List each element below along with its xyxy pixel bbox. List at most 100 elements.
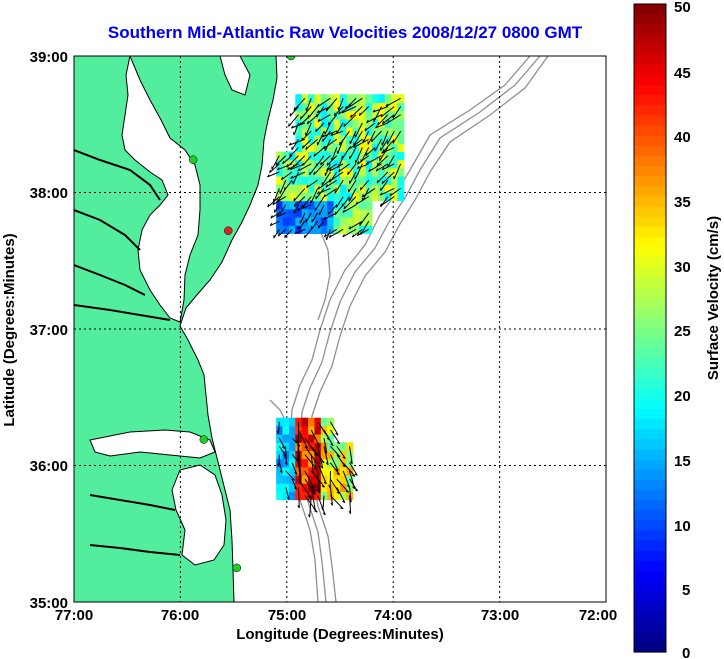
velocity-cell	[340, 184, 347, 193]
velocity-cell	[340, 208, 347, 218]
velocity-arrow	[353, 138, 369, 148]
velocity-arrow	[304, 470, 315, 489]
colorbar-gradient	[634, 4, 666, 653]
colorbar-band	[634, 358, 666, 370]
velocity-arrow-head	[325, 462, 329, 466]
velocity-arrow	[302, 204, 312, 209]
colorbar-band	[634, 176, 666, 187]
velocity-arrow	[278, 446, 287, 458]
plot-area	[74, 56, 606, 602]
velocity-cell	[301, 458, 309, 468]
velocity-arrow-head	[376, 162, 379, 166]
velocity-cell	[308, 110, 315, 120]
velocity-arrow-head	[365, 152, 368, 156]
velocity-cell	[378, 151, 386, 161]
velocity-arrow	[355, 147, 363, 164]
velocity-arrow	[286, 155, 299, 168]
velocity-arrow-head	[293, 203, 296, 207]
velocity-cell	[391, 192, 398, 202]
velocity-arrow	[334, 179, 344, 194]
velocity-arrow	[354, 163, 363, 180]
velocity-arrow	[349, 97, 363, 108]
velocity-arrow	[330, 495, 344, 510]
velocity-cell	[295, 176, 303, 185]
velocity-cell	[276, 466, 284, 476]
colorbar-band	[634, 601, 666, 613]
x-tick-label: 72:00	[579, 607, 617, 624]
velocity-arrow	[315, 122, 325, 133]
velocity-arrow-head	[351, 234, 355, 238]
velocity-cell	[295, 192, 303, 202]
velocity-arrow	[375, 163, 389, 172]
colorbar-band	[634, 439, 666, 451]
velocity-arrow	[310, 429, 320, 447]
velocity-arrow-head	[294, 472, 298, 475]
velocity-cell	[371, 110, 379, 120]
velocity-arrow	[310, 446, 325, 464]
velocity-arrow	[278, 454, 280, 467]
velocity-cell	[308, 217, 315, 226]
velocity-arrow	[280, 171, 293, 181]
colorbar-band	[634, 540, 666, 552]
velocity-arrow	[311, 212, 319, 223]
velocity-arrow-head	[348, 510, 352, 515]
velocity-cell	[314, 483, 322, 492]
velocity-arrow-head	[305, 146, 308, 150]
colorbar-band	[634, 419, 666, 430]
velocity-arrow	[288, 114, 299, 127]
radar-stations	[188, 56, 296, 573]
velocity-arrow-head	[328, 178, 331, 182]
velocity-arrow	[277, 188, 287, 202]
velocity-arrow	[279, 204, 287, 215]
velocity-cell	[276, 483, 284, 492]
velocity-arrow	[330, 446, 341, 458]
velocity-cell	[314, 167, 322, 177]
velocity-arrow-head	[321, 485, 325, 488]
velocity-arrow	[360, 179, 370, 191]
velocity-arrow-head	[353, 144, 356, 148]
velocity-arrow-head	[330, 133, 334, 136]
velocity-arrow	[348, 179, 357, 193]
velocity-arrow	[342, 204, 357, 213]
velocity-cell	[320, 458, 328, 468]
velocity-arrow	[293, 122, 299, 136]
colorbar-band	[634, 54, 666, 66]
velocity-arrow	[387, 155, 395, 168]
colorbar-tick-label: 40	[674, 129, 691, 146]
velocity-arrow	[342, 470, 350, 488]
colorbar-band	[634, 530, 666, 542]
colorbar-band	[634, 581, 666, 592]
velocity-cell	[384, 159, 392, 169]
colorbar-band	[634, 631, 666, 643]
velocity-arrow	[393, 163, 402, 180]
x-tick-label: 73:00	[481, 607, 519, 624]
x-tick-label: 76:00	[161, 607, 199, 624]
velocity-cell	[320, 466, 328, 476]
colorbar-band	[634, 611, 666, 623]
velocity-arrow	[314, 196, 325, 211]
velocity-arrow	[349, 495, 352, 514]
velocity-arrow	[293, 204, 299, 214]
velocity-cell	[276, 217, 284, 226]
velocity-cell	[397, 135, 405, 144]
river-rappahannock	[74, 209, 141, 251]
velocity-arrow-head	[289, 113, 292, 117]
velocity-cell	[359, 176, 367, 185]
velocity-arrow	[305, 98, 312, 111]
velocity-cell	[359, 200, 367, 210]
velocity-arrow	[317, 130, 325, 146]
velocity-cell	[288, 483, 296, 492]
velocity-arrow-head	[325, 184, 328, 188]
colorbar-tick-label: 45	[674, 65, 691, 82]
velocity-arrow	[341, 147, 350, 160]
velocity-arrow	[333, 106, 344, 117]
y-ticks: 39:00 38:00 37:00 36:00 35:00	[30, 49, 68, 612]
velocity-arrow-head	[328, 234, 332, 238]
velocity-cell	[391, 159, 398, 169]
velocity-arrow-head	[348, 226, 351, 230]
velocity-arrow	[366, 114, 382, 124]
y-axis-label: Latitude (Degrees:Minutes)	[1, 233, 18, 426]
velocity-arrow	[380, 187, 395, 196]
velocity-cell	[314, 135, 322, 144]
velocity-arrow-head	[299, 116, 302, 120]
